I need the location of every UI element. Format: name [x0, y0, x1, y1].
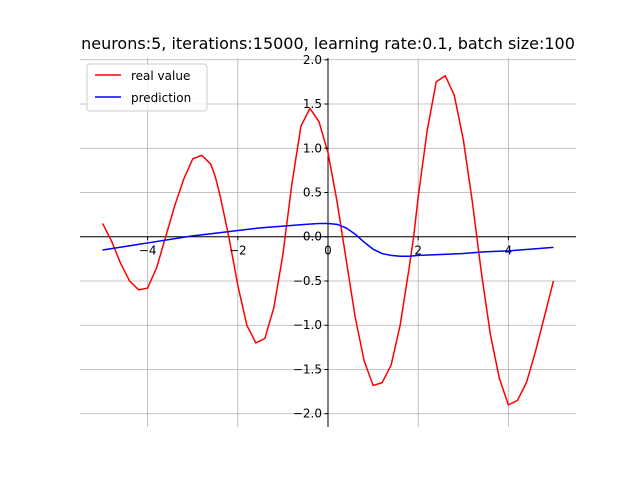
y-tick-label: 1.0 — [303, 141, 322, 155]
series-line-real-value — [101, 74, 555, 406]
x-tick-label: 0 — [324, 244, 332, 258]
y-tick-label: 1.5 — [303, 97, 322, 111]
y-tick-label: −0.5 — [293, 274, 322, 288]
x-tick-label: −2 — [229, 244, 247, 258]
legend: real value prediction — [86, 63, 208, 112]
y-tick-label: −2.0 — [293, 407, 322, 421]
x-tick-label: 2 — [414, 244, 422, 258]
chart-title: neurons:5, iterations:15000, learning ra… — [81, 34, 575, 53]
x-tick-label: 4 — [505, 244, 513, 258]
tick-labels: −4 −2 0 2 4 −2.0 −1.5 −1.0 −0.5 0.0 0.5 1.0 1.5 2.0 — [139, 53, 512, 421]
y-tick-label: 2.0 — [303, 53, 322, 67]
y-tick-label: −1.5 — [293, 362, 322, 376]
y-tick-label: 0.0 — [303, 230, 322, 244]
series-line-prediction — [102, 222, 554, 257]
x-tick-label: −4 — [139, 244, 157, 258]
y-tick-label: −1.0 — [293, 318, 322, 332]
y-tick-label: 0.5 — [303, 186, 322, 200]
legend-label-real-value: real value — [131, 69, 190, 83]
legend-label-prediction: prediction — [131, 91, 191, 105]
series-layer — [101, 74, 555, 406]
